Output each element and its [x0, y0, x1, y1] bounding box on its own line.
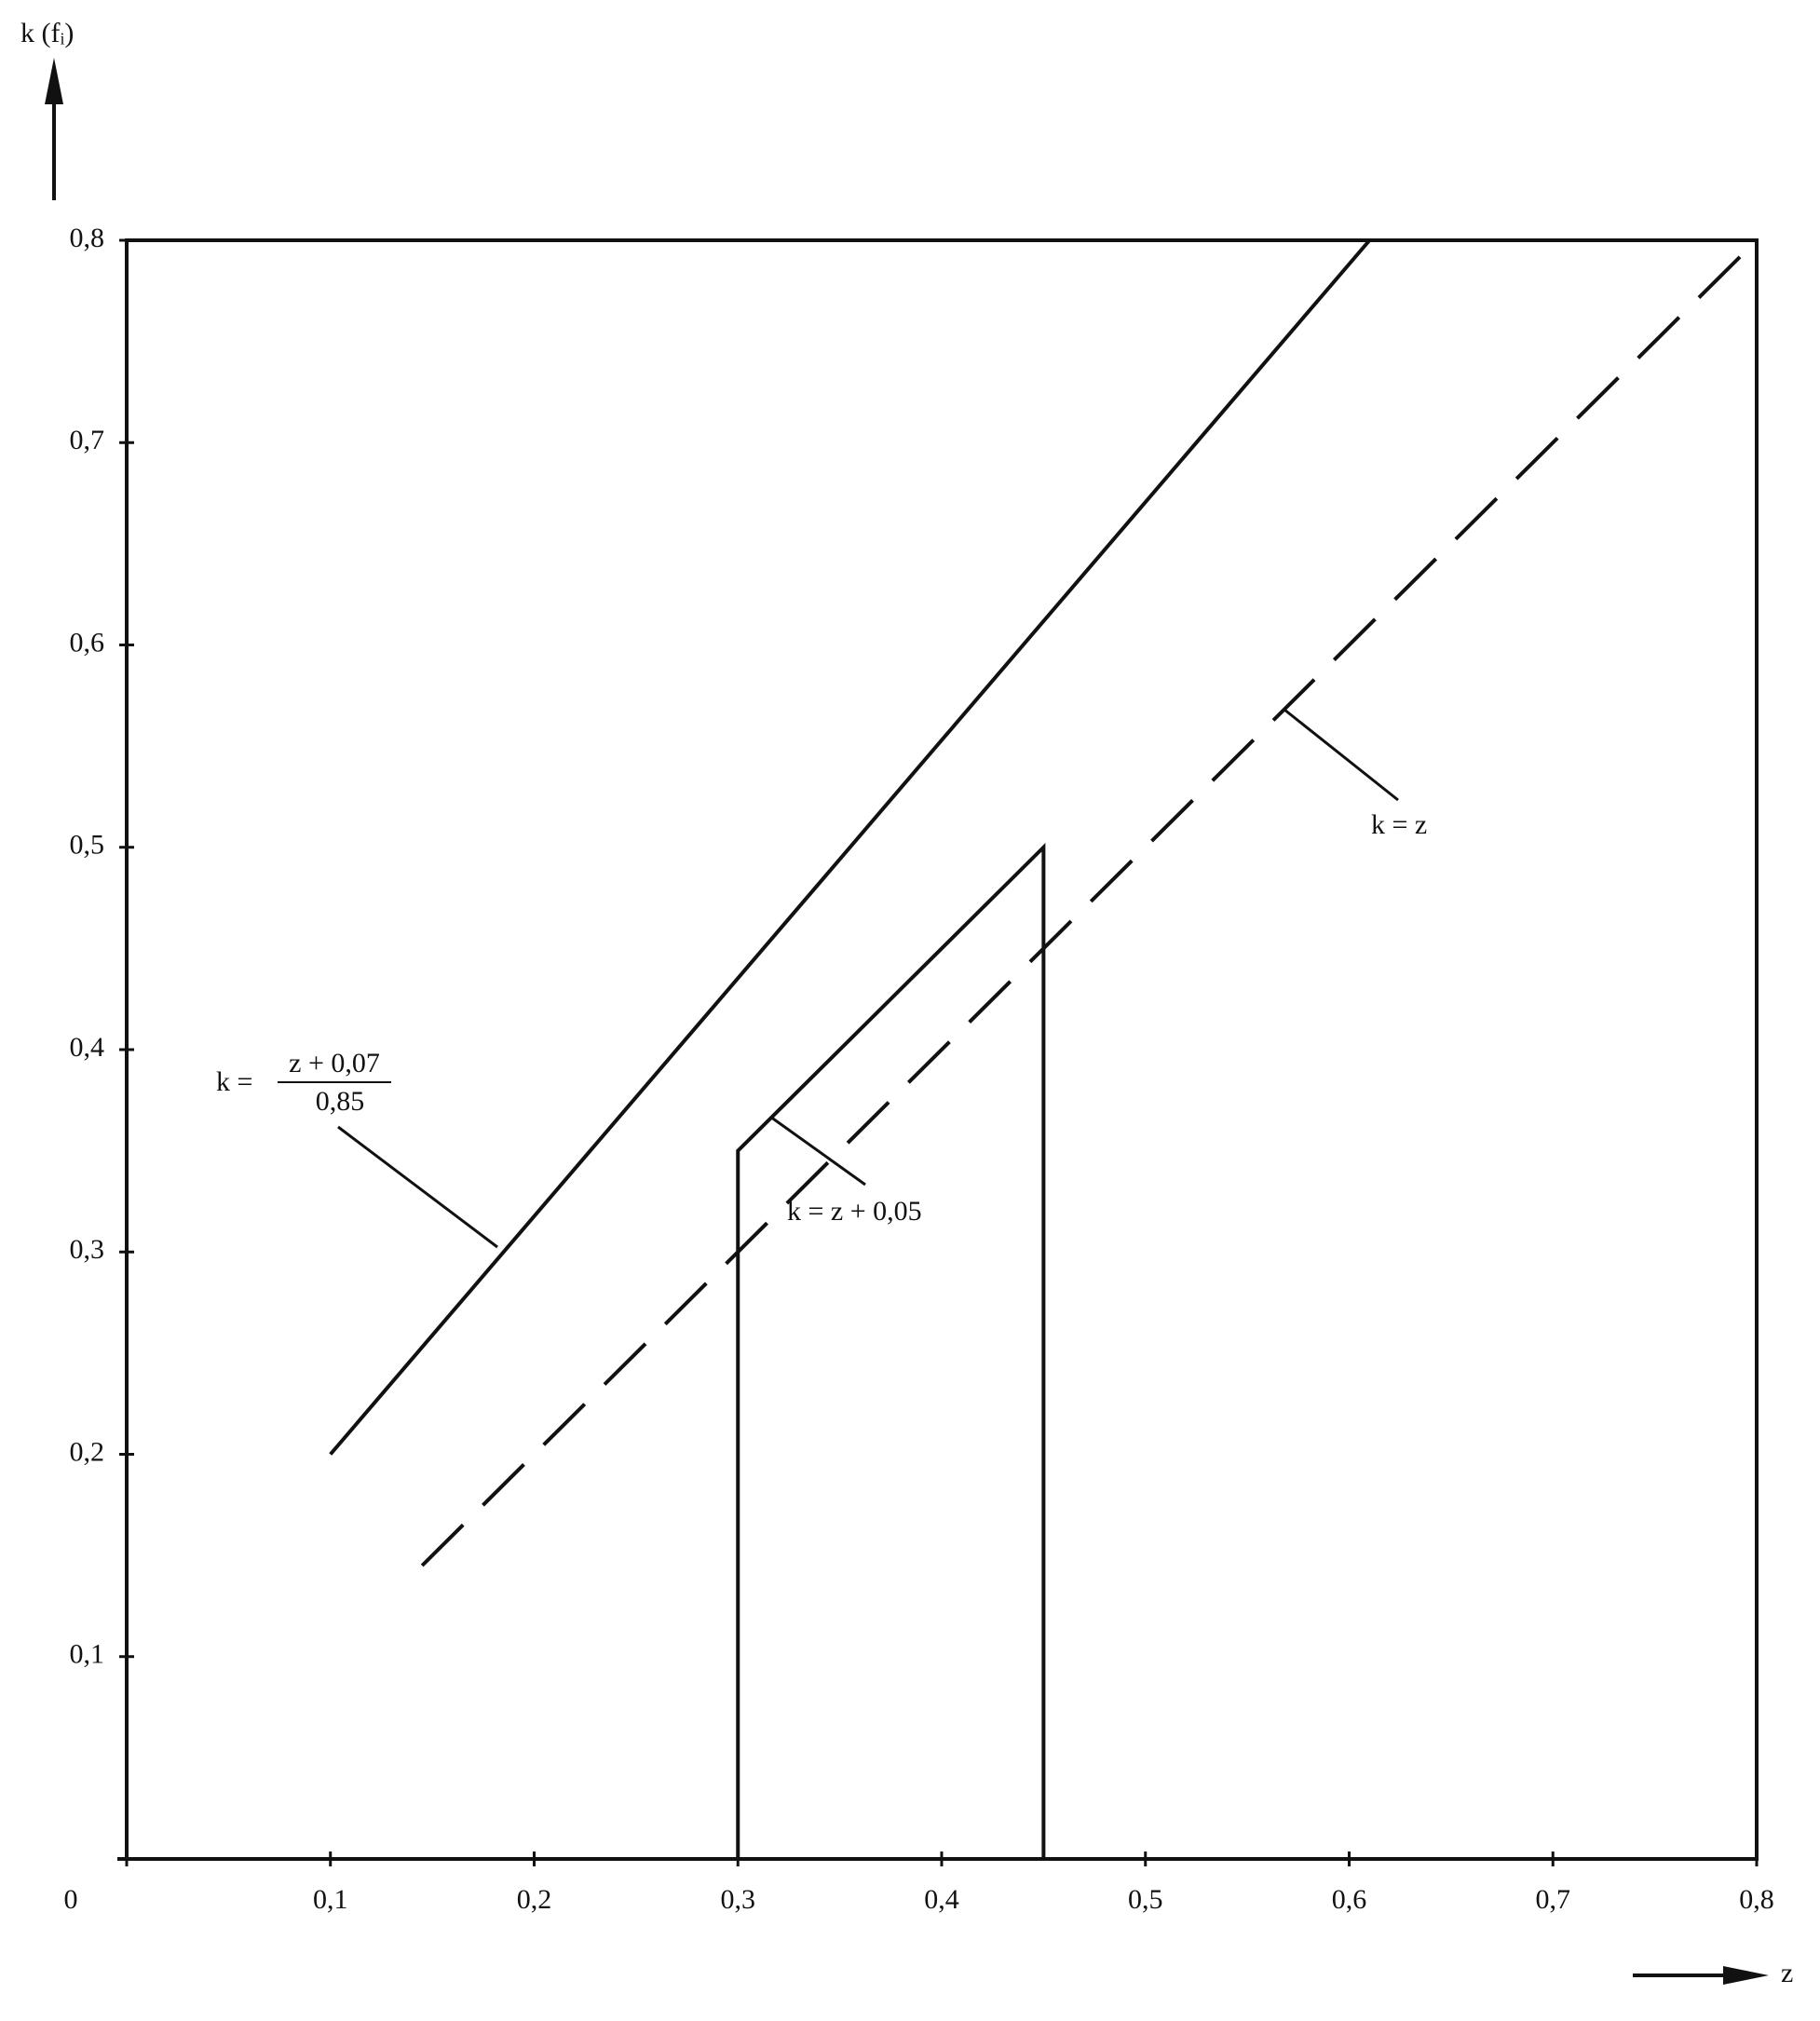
series-line	[420, 238, 1759, 1567]
x-tick-label: 0	[64, 1884, 78, 1915]
x-tick-label: 0,2	[517, 1884, 552, 1915]
annotation-leader	[337, 1125, 498, 1249]
y-tick-label: 0,6	[70, 627, 105, 658]
x-axis-label: z	[1781, 1958, 1793, 1988]
y-tick-label: 0,1	[70, 1639, 105, 1670]
y-tick-label: 0,2	[70, 1436, 105, 1467]
y-tick-label: 0,3	[70, 1234, 105, 1265]
x-tick-label: 0,7	[1536, 1884, 1571, 1915]
y-tick-label: 0,8	[70, 223, 105, 253]
x-tick-label: 0,5	[1128, 1884, 1163, 1915]
annotation-denominator: 0,85	[316, 1086, 365, 1117]
x-tick-label: 0,4	[924, 1884, 959, 1915]
x-tick-label: 0,6	[1332, 1884, 1367, 1915]
x-axis-arrowhead	[1723, 1966, 1769, 1985]
series-line	[736, 842, 1046, 1859]
annotation-text: k =	[216, 1066, 252, 1097]
series-line	[329, 238, 1371, 1456]
annotation-leader	[1284, 708, 1399, 802]
annotation-leader	[769, 1115, 866, 1187]
x-tick-label: 0,1	[313, 1884, 348, 1915]
y-axis-label: k (fᵢ)	[20, 18, 74, 48]
y-axis-arrowhead	[45, 58, 63, 104]
annotation-text: k = z + 0,05	[787, 1196, 922, 1227]
y-tick-label: 0,5	[70, 830, 105, 861]
y-tick-label: 0,4	[70, 1032, 105, 1063]
annotation-numerator: z + 0,07	[289, 1048, 380, 1078]
x-tick-label: 0,3	[721, 1884, 756, 1915]
x-tick-label: 0,8	[1739, 1884, 1774, 1915]
y-tick-label: 0,7	[70, 425, 105, 455]
annotation-text: k = z	[1371, 809, 1427, 840]
